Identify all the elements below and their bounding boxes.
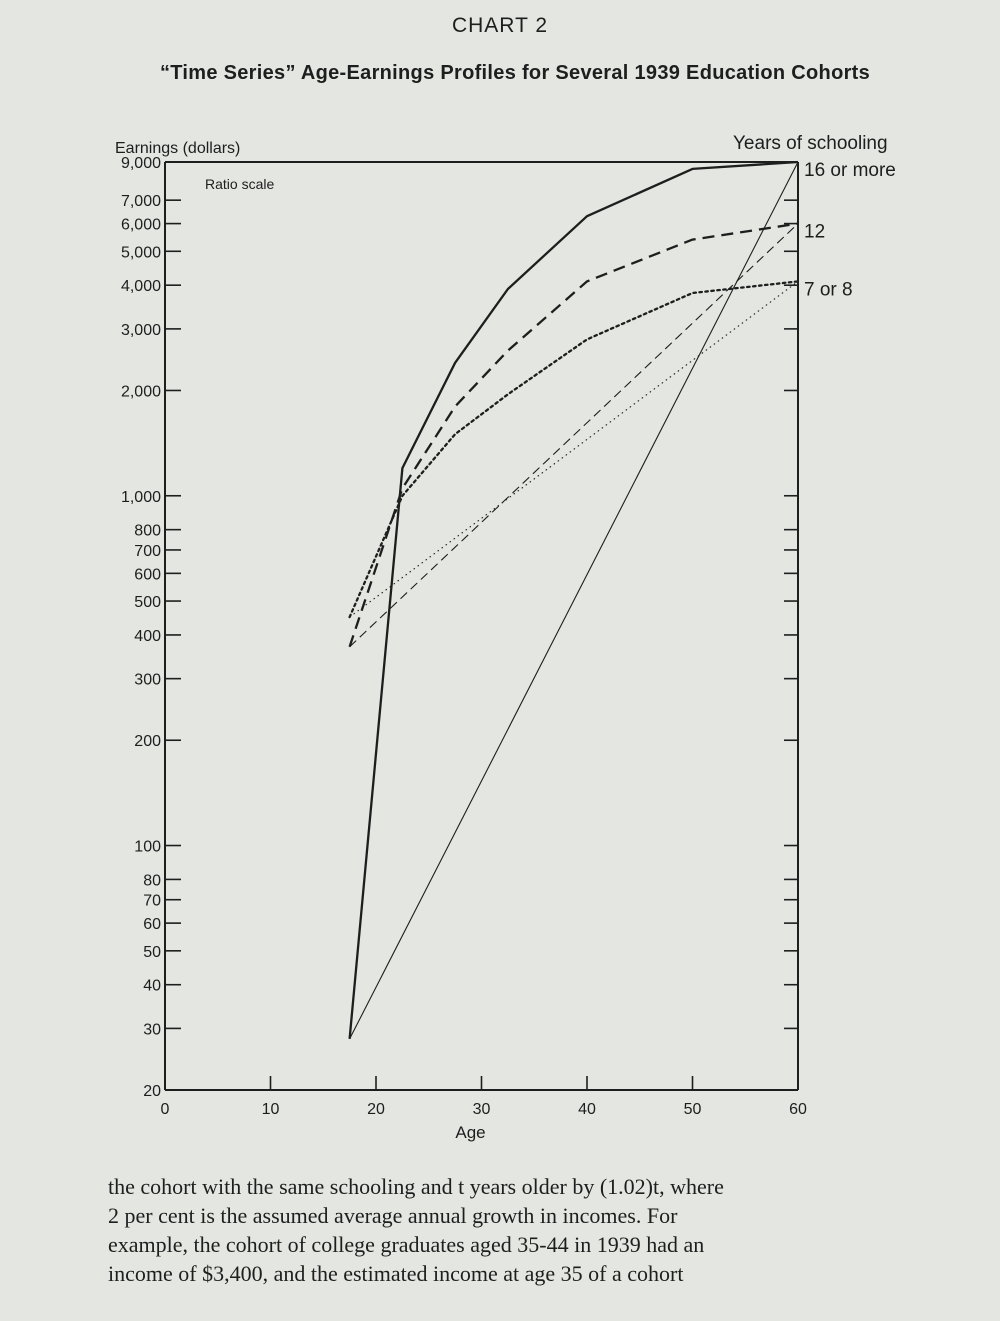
x-tick-label: 20: [367, 1101, 385, 1118]
y-tick-label: 500: [134, 594, 161, 611]
chart-number: CHART 2: [451, 14, 549, 37]
y-tick-label: 400: [134, 628, 161, 645]
series-line-16-or-more-thin: [349, 161, 799, 1040]
y-tick-label: 50: [143, 944, 161, 961]
y-tick-label: 300: [134, 672, 161, 689]
body-text: the cohort with the same schooling and t…: [108, 1172, 916, 1288]
y-tick-label: 2,000: [121, 383, 161, 400]
y-tick-label: 700: [134, 543, 161, 560]
y-tick-label: 4,000: [121, 278, 161, 295]
y-tick-label: 800: [134, 523, 161, 540]
series-line-7-or-8-heavy: [348, 280, 800, 619]
y-tick-label: 40: [143, 978, 161, 995]
series-label-16-or-more: 16 or more: [804, 160, 896, 181]
x-axis-title: Age: [455, 1123, 485, 1142]
y-tick-label: 200: [134, 733, 161, 750]
x-tick-label: 30: [473, 1101, 491, 1118]
body-text-line: 2 per cent is the assumed average annual…: [108, 1203, 678, 1228]
y-tick-label: 6,000: [121, 217, 161, 234]
y-tick-label: 1,000: [121, 489, 161, 506]
body-text-line: the cohort with the same schooling and t…: [108, 1174, 724, 1199]
x-tick-label: 60: [789, 1101, 807, 1118]
y-tick-label: 5,000: [121, 244, 161, 261]
y-tick-label: 20: [143, 1083, 161, 1100]
y-tick-label: 80: [143, 872, 161, 889]
y-tick-label: 600: [134, 566, 161, 583]
y-tick-label: 100: [134, 839, 161, 856]
y-tick-label: 70: [143, 893, 161, 910]
y-tick-label: 9,000: [121, 155, 161, 172]
y-tick-label: 3,000: [121, 322, 161, 339]
y-tick-label: 7,000: [121, 193, 161, 210]
x-tick-label: 0: [161, 1101, 170, 1118]
series-line-7-or-8-thin: [349, 280, 799, 618]
series-label-7-or-8: 7 or 8: [804, 279, 853, 300]
age-earnings-chart: 203040506070801002003004005006007008001,…: [115, 133, 896, 1142]
right-axis-title: Years of schooling: [733, 133, 888, 154]
body-text-line: example, the cohort of college graduates…: [108, 1232, 705, 1257]
ratio-scale-note: Ratio scale: [205, 176, 274, 192]
series-line-12-heavy: [348, 222, 799, 648]
y-tick-label: 60: [143, 916, 161, 933]
body-text-line: income of $3,400, and the estimated inco…: [108, 1261, 684, 1286]
series-line-12-thin: [349, 223, 799, 648]
y-axis-title: Earnings (dollars): [115, 140, 240, 157]
chart-title: “Time Series” Age-Earnings Profiles for …: [159, 62, 871, 84]
series-line-16-or-more-heavy: [348, 160, 799, 1040]
series-label-12: 12: [804, 222, 825, 243]
x-tick-label: 10: [262, 1101, 280, 1118]
x-tick-label: 40: [578, 1101, 596, 1118]
x-tick-label: 50: [684, 1101, 702, 1118]
y-tick-label: 30: [143, 1021, 161, 1038]
